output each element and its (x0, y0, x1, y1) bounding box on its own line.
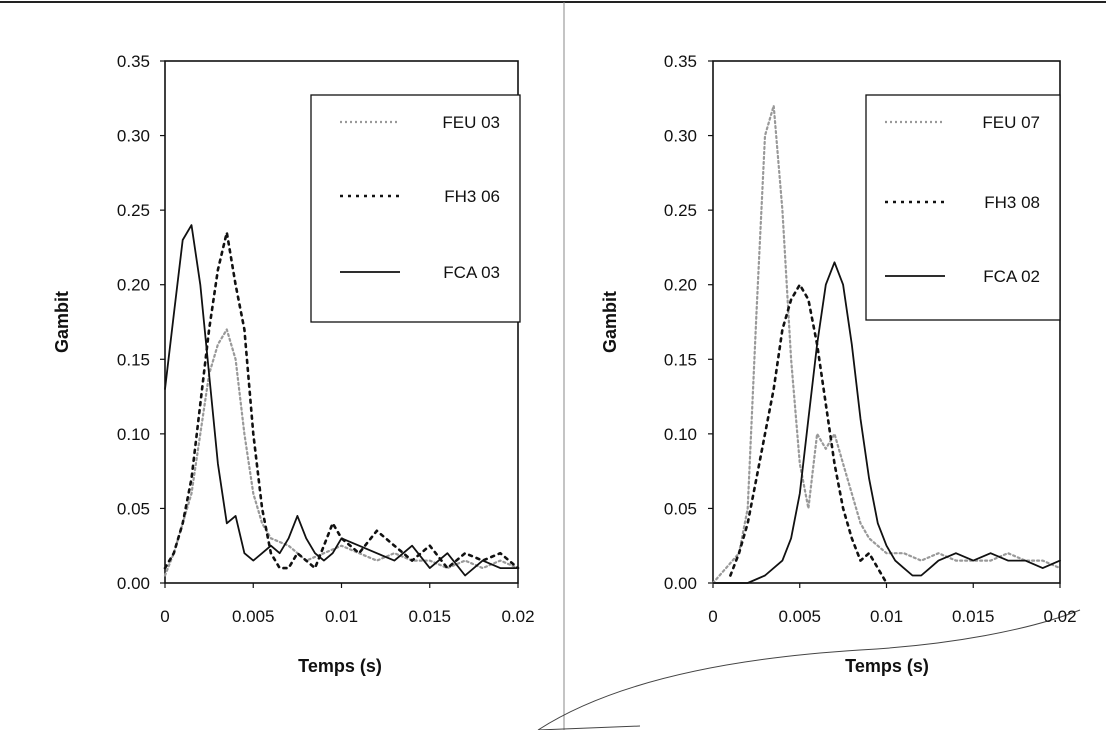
legend-label: FCA 03 (443, 263, 500, 282)
series-line-fh3-06 (163, 231, 520, 570)
series-line-feu-03 (163, 328, 520, 577)
y-tick-label: 0.15 (117, 350, 150, 369)
chart-right: 0.00 0.05 0.10 0.15 0.20 0.25 0.30 0.35 0 0.005 0.… (600, 52, 1077, 676)
series-line-fca-02 (712, 261, 1061, 584)
x-axis-label: Temps (s) (845, 656, 929, 676)
x-tick-label: 0.005 (232, 607, 275, 626)
y-tick-label: 0.25 (664, 201, 697, 220)
x-tick-label: 0 (160, 607, 169, 626)
legend-label: FCA 02 (983, 267, 1040, 286)
legend-label: FH3 06 (444, 187, 500, 206)
legend-label: FH3 08 (984, 193, 1040, 212)
y-tick-label: 0.05 (117, 499, 150, 518)
y-tick-label: 0.10 (117, 425, 150, 444)
y-tick-label: 0.15 (664, 350, 697, 369)
chart-left: 0.00 0.05 0.10 0.15 0.20 0.25 0.30 0.35 0 0.005 0.… (52, 52, 535, 676)
y-tick-label: 0.05 (664, 499, 697, 518)
y-tick-label: 0.35 (664, 52, 697, 71)
y-tick-label: 0.35 (117, 52, 150, 71)
x-axis-label: Temps (s) (298, 656, 382, 676)
x-tick-label: 0.015 (408, 607, 451, 626)
x-tick-label: 0.015 (952, 607, 995, 626)
scan-stroke-mark-base (537, 725, 641, 730)
series-line-feu-07 (711, 104, 1062, 585)
y-axis-label: Gambit (52, 291, 72, 353)
y-tick-label: 0.20 (664, 276, 697, 295)
x-tick-label: 0.02 (1043, 607, 1076, 626)
series-line-fca-03 (164, 224, 519, 577)
legend-label: FEU 03 (442, 113, 500, 132)
legend-label: FEU 07 (982, 113, 1040, 132)
legend-box (865, 94, 1061, 321)
series-line-fh3-08 (729, 283, 888, 585)
x-tick-label: 0 (708, 607, 717, 626)
y-tick-label: 0.00 (117, 574, 150, 593)
y-tick-label: 0.00 (664, 574, 697, 593)
x-tick-label: 0.01 (870, 607, 903, 626)
scan-stroke-mark (537, 609, 1081, 730)
x-tick-label: 0.02 (501, 607, 534, 626)
y-tick-label: 0.25 (117, 201, 150, 220)
legend-box (310, 94, 521, 323)
x-tick-label: 0.005 (778, 607, 821, 626)
y-axis-label: Gambit (600, 291, 620, 353)
y-tick-label: 0.30 (664, 127, 697, 146)
y-tick-label: 0.30 (117, 127, 150, 146)
y-tick-label: 0.10 (664, 425, 697, 444)
y-tick-label: 0.20 (117, 276, 150, 295)
x-tick-label: 0.01 (325, 607, 358, 626)
